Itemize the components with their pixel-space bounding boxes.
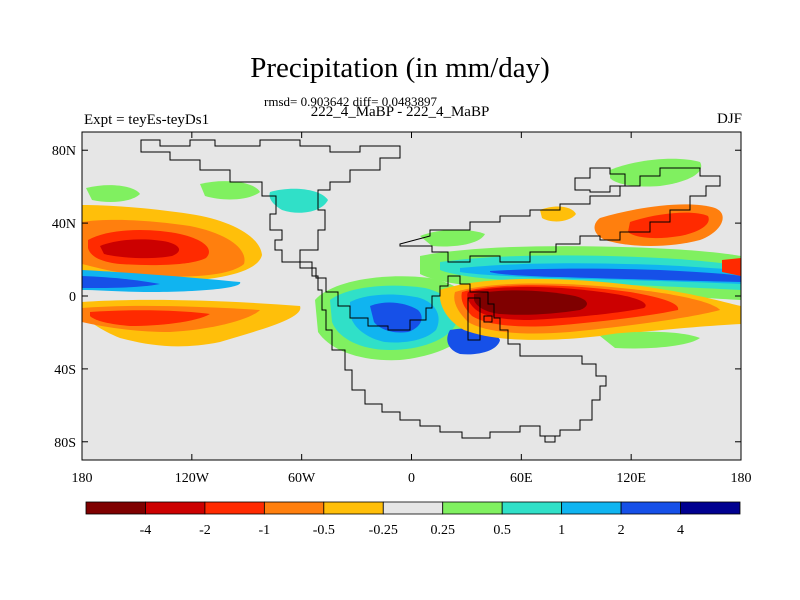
coastline-island [483,315,493,323]
colorbar-swatch [442,501,503,515]
x-tick-label: 180 [731,471,752,486]
colorbar-label: -4 [140,523,152,538]
contour-fields [82,158,741,361]
y-tick-label: 80N [52,144,76,159]
chart-subtitle: 222_4_MaBP - 222_4_MaBP [310,104,490,120]
contour-neg-north-pacific-inner [100,239,180,259]
x-tick-label: 60E [510,471,533,486]
coastline-south-america [299,261,607,439]
colorbar-label: 2 [618,523,625,538]
colorbar-swatch [85,501,146,515]
coastline-antarctic-tip [544,435,556,443]
colorbar-swatch [561,501,622,515]
coastlines [140,139,721,443]
coastline-africa-box [467,297,481,341]
contour-neg-east-core [474,290,587,315]
contour-pos-canada [269,188,328,213]
contour-pos-right-edge [722,258,741,276]
colorbar-swatch [680,501,741,515]
experiment-label: Expt = teyEs-teyDs1 [84,112,210,128]
colorbar-swatch [145,501,206,515]
y-tick-label: 0 [69,290,76,305]
colorbar-label: 1 [558,523,565,538]
contour-pos-south-east-green [600,331,700,349]
y-tick-label: 80S [54,436,76,451]
colorbar-label: -1 [259,523,271,538]
colorbar-swatch [501,501,563,515]
colorbar-label: 0.5 [493,523,511,538]
x-tick-label: 180 [72,471,93,486]
colorbar-swatch [323,501,384,515]
stats-label: rmsd= 0.903642 diff= 0.0483897 [264,94,437,109]
chart-title: Precipitation (in mm/day) [250,52,550,84]
x-tick-label: 0 [408,471,415,486]
coastline-north-america [140,139,401,263]
colorbar-swatch [204,501,265,515]
contour-pos-east-asia [420,229,485,247]
colorbar-label: 4 [677,523,684,538]
colorbar-swatch [382,501,444,515]
coastline-greenland [574,167,626,193]
contour-pos-east-band-core [490,268,741,282]
contour-pos-atlantic-core [370,302,422,333]
x-tick-label: 120E [616,471,646,486]
colorbar-label: -2 [199,523,211,538]
contour-pos-west-equator-core [82,276,160,288]
contour-pos-arctic-patch [610,158,702,187]
contour-neg-south-pacific-core [90,310,210,326]
colorbar-label: 0.25 [430,523,455,538]
y-tick-label: 40S [54,363,76,378]
x-tick-label: 60W [288,471,316,486]
colorbar-swatch [263,501,325,515]
colorbar-swatch [620,501,681,515]
colorbar-label: -0.25 [369,523,398,538]
coastline-eurasia [399,167,721,263]
contour-pos-north-atlantic [86,185,140,202]
y-tick-label: 40N [52,217,76,232]
season-label: DJF [716,111,742,127]
x-tick-label: 120W [175,471,210,486]
colorbar-label: -0.5 [313,523,335,538]
axis-ticks: 180 120W 60W 0 60E 120E 180 80N 40N 0 40S 80S [52,132,752,486]
contour-pos-north-atlantic-2 [200,181,260,200]
